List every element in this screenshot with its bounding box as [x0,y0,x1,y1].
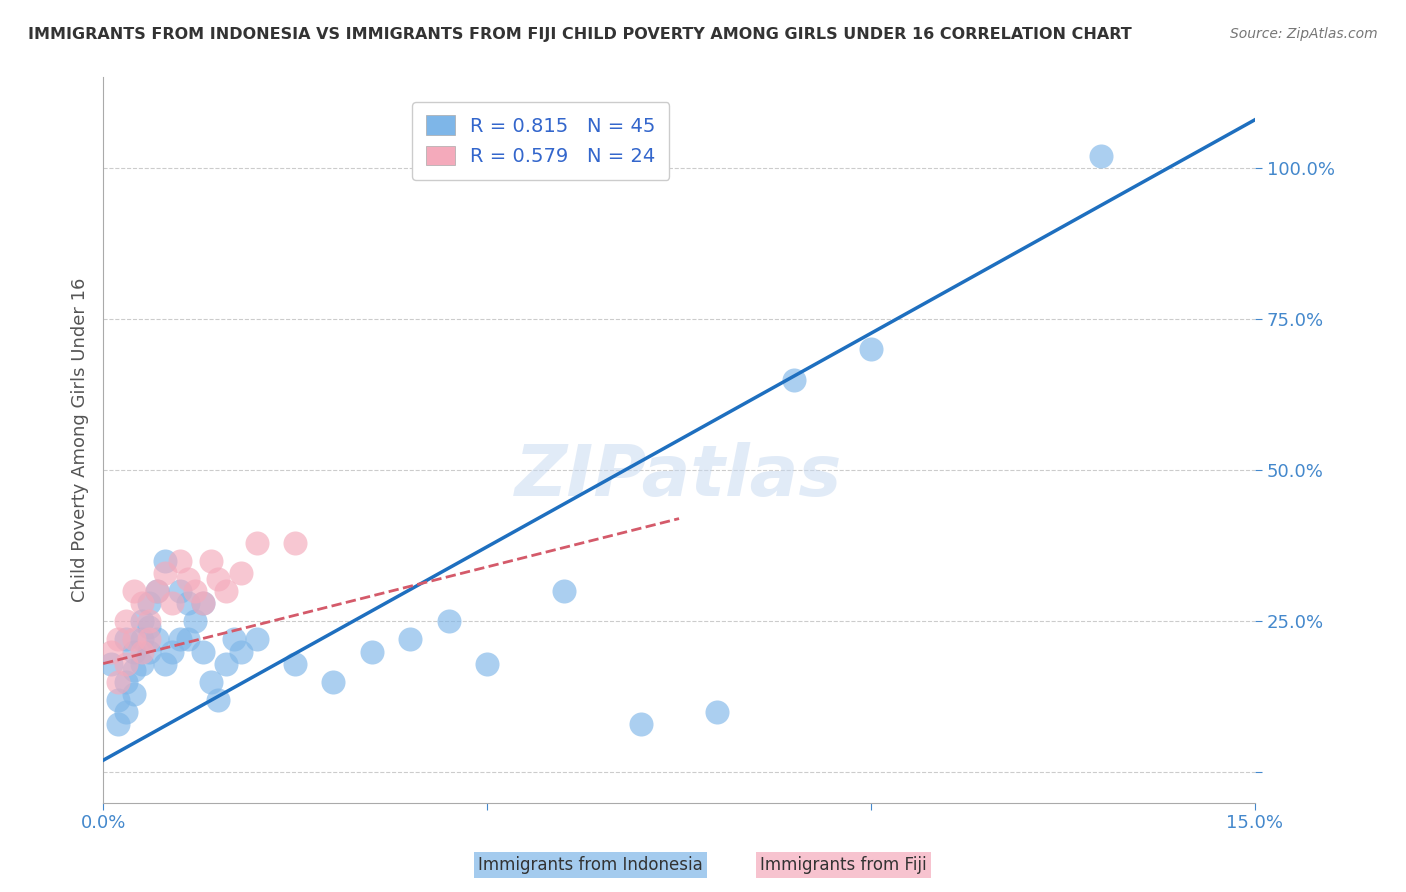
Point [284,535,307,549]
Point [138,615,160,629]
Point [231,644,253,658]
Text: ZIPatlas: ZIPatlas [516,442,842,511]
Point [184,615,207,629]
Y-axis label: Child Poverty Among Girls Under 16: Child Poverty Among Girls Under 16 [72,277,89,602]
Point [131,615,153,629]
Point [131,632,153,647]
Point [153,566,176,580]
Text: IMMIGRANTS FROM INDONESIA VS IMMIGRANTS FROM FIJI CHILD POVERTY AMONG GIRLS UNDE: IMMIGRANTS FROM INDONESIA VS IMMIGRANTS … [28,27,1132,42]
Point [783,373,806,387]
Point [706,705,728,719]
Point [169,584,191,599]
Text: Immigrants from Indonesia: Immigrants from Indonesia [478,855,703,873]
Point [399,632,422,647]
Point [162,596,184,610]
Point [207,693,229,707]
Point [246,632,269,647]
Point [122,584,145,599]
Point [138,644,160,658]
Point [131,596,153,610]
Point [138,620,160,634]
Point [215,584,238,599]
Point [176,596,198,610]
Point [107,632,129,647]
Point [246,535,269,549]
Point [115,632,138,647]
Point [131,657,153,671]
Point [191,596,214,610]
Point [122,632,145,647]
Point [153,554,176,568]
Point [630,717,652,731]
Point [184,584,207,599]
Point [169,554,191,568]
Legend: R = 0.815   N = 45, R = 0.579   N = 24: R = 0.815 N = 45, R = 0.579 N = 24 [412,102,669,179]
Point [100,644,122,658]
Point [122,644,145,658]
Point [115,705,138,719]
Point [475,657,498,671]
Point [100,657,122,671]
Point [176,632,198,647]
Point [138,596,160,610]
Point [122,687,145,701]
Point [122,663,145,677]
Point [322,674,344,689]
Point [107,717,129,731]
Point [191,644,214,658]
Point [146,584,169,599]
Point [107,693,129,707]
Point [437,615,460,629]
Point [138,632,160,647]
Point [162,644,184,658]
Point [115,674,138,689]
Point [231,566,253,580]
Point [222,632,245,647]
Point [146,584,169,599]
Point [191,596,214,610]
Point [553,584,575,599]
Point [169,632,191,647]
Text: Source: ZipAtlas.com: Source: ZipAtlas.com [1230,27,1378,41]
Point [207,572,229,586]
Point [131,644,153,658]
Point [361,644,384,658]
Point [107,674,129,689]
Point [200,554,222,568]
Point [215,657,238,671]
Point [153,657,176,671]
Point [859,343,882,357]
Point [115,615,138,629]
Point [176,572,198,586]
Text: Immigrants from Fiji: Immigrants from Fiji [761,855,927,873]
Point [1090,149,1112,163]
Point [146,632,169,647]
Point [284,657,307,671]
Point [115,657,138,671]
Point [200,674,222,689]
